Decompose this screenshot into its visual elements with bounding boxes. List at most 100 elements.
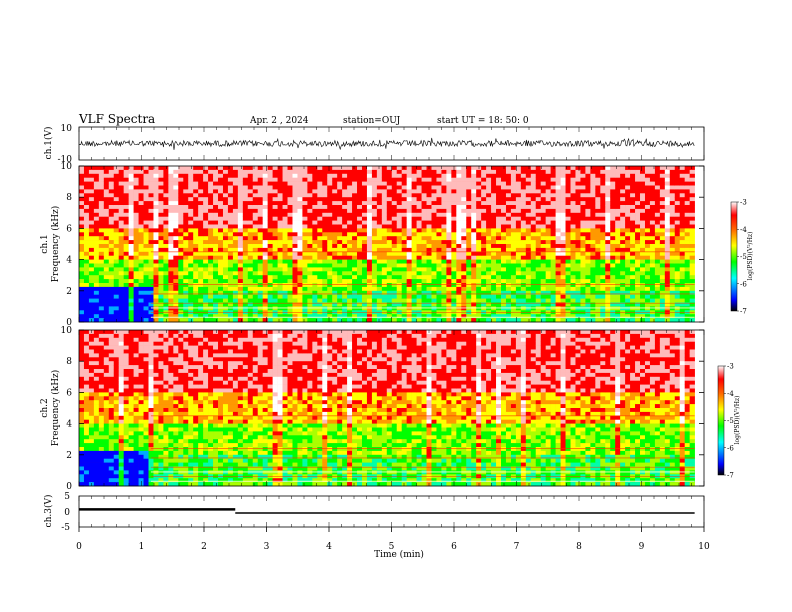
spectrogram-cell bbox=[530, 197, 537, 202]
spectrogram-cell bbox=[391, 212, 398, 217]
spectrogram-cell bbox=[366, 255, 373, 260]
spectrogram-cell bbox=[93, 177, 100, 182]
spectrogram-cell bbox=[133, 177, 139, 182]
spectrogram-cell bbox=[79, 279, 85, 284]
spectrogram-cell bbox=[615, 283, 621, 288]
spectrogram-cell bbox=[103, 283, 110, 288]
spectrogram-cell bbox=[674, 240, 681, 245]
spectrogram-cell bbox=[237, 259, 244, 264]
spectrogram-cell bbox=[590, 290, 596, 295]
spectrogram-cell bbox=[510, 216, 517, 221]
spectrogram-cell bbox=[560, 283, 566, 288]
spectrogram-cell bbox=[510, 251, 517, 256]
spectrogram-cell bbox=[332, 302, 338, 307]
spectrogram-cell bbox=[664, 205, 671, 210]
spectrogram-cell bbox=[93, 310, 100, 315]
spectrogram-cell bbox=[664, 173, 671, 178]
spectrogram-cell bbox=[674, 236, 681, 241]
spectrogram-cell bbox=[615, 173, 621, 178]
spectrogram-cell bbox=[297, 314, 303, 319]
spectrogram-cell bbox=[188, 220, 194, 225]
spectrogram-cell bbox=[630, 181, 636, 186]
spectrogram-cell bbox=[267, 189, 273, 194]
spectrogram-cell bbox=[361, 216, 368, 221]
spectrogram-cell bbox=[88, 302, 95, 307]
spectrogram-cell bbox=[446, 201, 452, 206]
spectrogram-cell bbox=[222, 251, 229, 256]
spectrogram-cell bbox=[108, 208, 115, 214]
spectrogram-cell bbox=[560, 177, 566, 182]
spectrogram-cell bbox=[471, 263, 477, 268]
spectrogram-cell bbox=[575, 275, 581, 280]
spectrogram-cell bbox=[103, 240, 110, 245]
spectrogram-cell bbox=[684, 259, 690, 264]
spectrogram-cell bbox=[570, 275, 576, 280]
spectrogram-cell bbox=[148, 189, 154, 194]
spectrogram-cell bbox=[406, 228, 412, 233]
spectrogram-cell bbox=[515, 259, 522, 264]
spectrogram-cell bbox=[620, 220, 626, 225]
spectrogram-cell bbox=[481, 177, 487, 182]
spectrogram-cell bbox=[426, 181, 432, 186]
spectrogram-cell bbox=[203, 201, 209, 206]
spectrogram-cell bbox=[615, 259, 621, 264]
spectrogram-cell bbox=[585, 275, 591, 280]
spectrogram-cell bbox=[620, 240, 626, 245]
spectrogram-cell bbox=[252, 166, 259, 171]
spectrogram-cell bbox=[302, 216, 308, 221]
spectrogram-cell bbox=[381, 236, 388, 241]
spectrogram-cell bbox=[491, 185, 497, 190]
spectrogram-cell bbox=[357, 255, 363, 260]
spectrogram-cell bbox=[654, 251, 661, 256]
spectrogram-cell bbox=[644, 255, 651, 260]
spectrogram-cell bbox=[173, 169, 179, 175]
spectrogram-cell bbox=[312, 290, 318, 295]
spectrogram-cell bbox=[158, 263, 164, 268]
spectrogram-cell bbox=[491, 169, 497, 175]
spectrogram-cell bbox=[357, 236, 363, 241]
spectrogram-cell bbox=[649, 302, 656, 307]
spectrogram-cell bbox=[491, 314, 497, 319]
spectrogram-cell bbox=[282, 263, 288, 268]
spectrogram-cell bbox=[133, 166, 139, 171]
spectrogram-cell bbox=[148, 212, 154, 217]
spectrogram-cell bbox=[530, 251, 537, 256]
spectrogram-cell bbox=[515, 302, 522, 307]
spectrogram-cell bbox=[630, 294, 636, 299]
spectrogram-cell bbox=[630, 318, 636, 323]
spectrogram-cell bbox=[337, 247, 343, 253]
spectrogram-cell bbox=[213, 263, 219, 268]
spectrogram-cell bbox=[520, 244, 527, 249]
spectrogram-cell bbox=[237, 275, 244, 280]
spectrogram-cell bbox=[615, 177, 621, 182]
spectrogram-cell bbox=[486, 197, 492, 202]
spectrogram-cell bbox=[312, 177, 318, 182]
spectrogram-cell bbox=[113, 177, 120, 182]
spectrogram-cell bbox=[525, 271, 532, 276]
spectrogram-cell bbox=[138, 318, 144, 323]
spectrogram-cell bbox=[446, 244, 452, 249]
spectrogram-cell bbox=[153, 169, 159, 175]
spectrogram-cell bbox=[635, 247, 641, 253]
spectrogram-cell bbox=[237, 166, 244, 171]
spectrogram-cell bbox=[585, 286, 591, 292]
spectrogram-cell bbox=[674, 298, 681, 303]
spectrogram-cell bbox=[510, 181, 517, 186]
spectrogram-cell bbox=[659, 247, 666, 253]
spectrogram-cell bbox=[173, 193, 179, 198]
spectrogram-cell bbox=[530, 247, 537, 253]
spectrogram-cell bbox=[232, 228, 239, 233]
spectrogram-cell bbox=[679, 228, 685, 233]
spectrogram-cell bbox=[674, 224, 681, 229]
spectrogram-cell bbox=[510, 263, 517, 268]
spectrogram-cell bbox=[575, 212, 581, 217]
spectrogram-cell bbox=[227, 216, 234, 221]
spectrogram-cell bbox=[610, 193, 616, 198]
spectrogram-cell bbox=[312, 166, 318, 171]
spectrogram-cell bbox=[674, 283, 681, 288]
spectrogram-cell bbox=[103, 177, 110, 182]
spectrogram-cell bbox=[565, 193, 571, 198]
spectrogram-cell bbox=[515, 220, 522, 225]
spectrogram-cell bbox=[198, 240, 204, 245]
spectrogram-cell bbox=[188, 279, 194, 284]
